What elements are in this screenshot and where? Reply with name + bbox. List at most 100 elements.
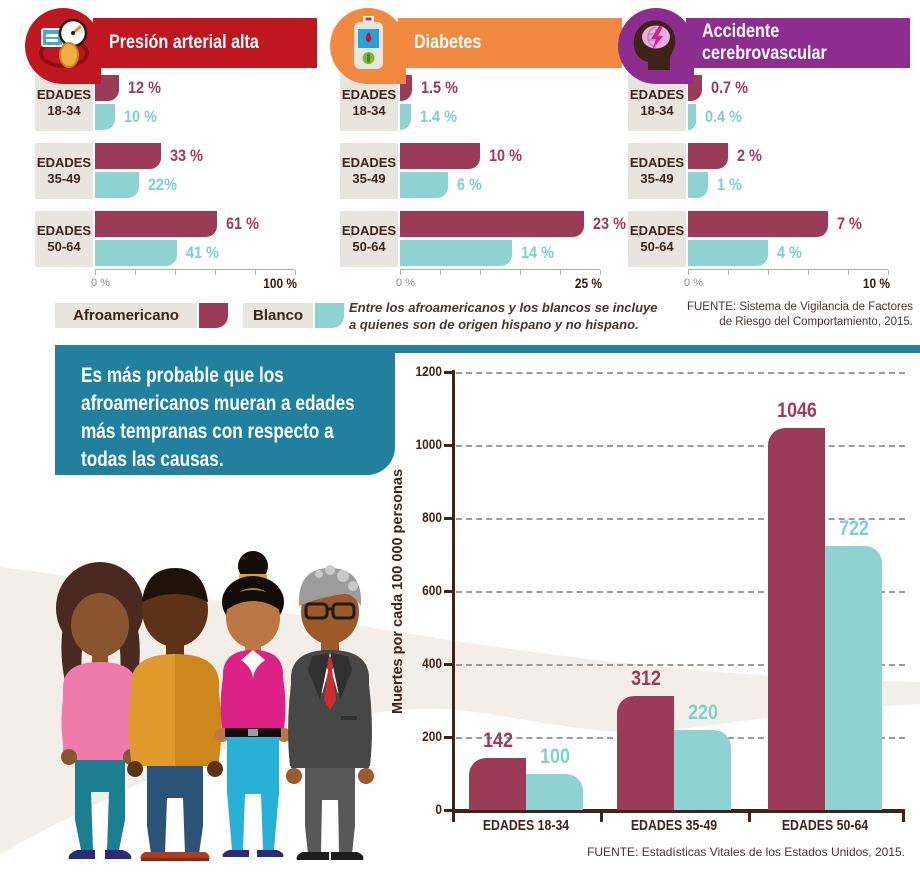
bar-pair: 2 % 1 % — [688, 143, 910, 199]
source-top: FUENTE: Sistema de Vigilancia de Factore… — [653, 300, 913, 330]
panel-x-axis: 0 % 25 % — [396, 269, 602, 294]
bar-pair: 7 % 4 % — [688, 211, 910, 267]
afroamericano-value: 23 % — [593, 214, 626, 233]
y-axis-line — [452, 370, 455, 812]
people-illustration — [56, 551, 374, 861]
source-line: FUENTE: Sistema de Vigilancia de Factore… — [686, 301, 913, 313]
afroamericano-bar — [469, 758, 526, 810]
gridline — [456, 518, 905, 520]
source-line: de Riesgo del Comportamiento, 2015. — [719, 316, 913, 328]
y-tick-label: 1000 — [415, 436, 442, 452]
legend-swatch-blanco — [315, 303, 344, 328]
bar-pair: 10 % 6 % — [400, 143, 622, 199]
blanco-value: 22% — [148, 175, 177, 194]
age-label-line: EDADES — [36, 87, 92, 102]
age-label-line: 50-64 — [640, 239, 674, 254]
age-group-row: EDADES 18-34 1.5 % 1.4 % — [330, 75, 622, 131]
blanco-value: 722 — [839, 517, 869, 541]
afroamericano-bar — [688, 211, 828, 237]
blanco-bar — [674, 729, 731, 810]
blanco-bar — [688, 240, 768, 266]
legend-label-blanco: Blanco — [243, 303, 313, 328]
note-line: Entre los afroamericanos y los blancos s… — [349, 300, 658, 315]
afroamericano-value: 10 % — [489, 146, 522, 165]
panel-title: Presión arterial alta — [109, 32, 259, 53]
age-label-line: EDADES — [341, 87, 397, 102]
age-label-line: EDADES — [36, 155, 92, 170]
axis-min-label: 0 % — [396, 277, 415, 289]
afroamericano-value: 0.7 % — [711, 78, 748, 97]
blanco-value: 6 % — [457, 175, 482, 194]
blanco-value: 41 % — [186, 243, 219, 262]
panel-bars: EDADES 18-34 0.7 % 0.4 % EDADES 35-49 2 % 1 % ED… — [618, 75, 910, 267]
panel-title-bar: Presión arterial alta — [93, 18, 317, 68]
age-group-label: EDADES 50-64 — [340, 211, 398, 267]
y-tick-label: 600 — [422, 582, 442, 598]
blanco-value: 100 — [540, 744, 570, 768]
y-axis-tick — [444, 736, 452, 739]
afroamericano-value: 2 % — [737, 146, 762, 165]
afroamericano-value: 142 — [483, 729, 513, 753]
age-group-row: EDADES 18-34 12 % 10 % — [25, 75, 317, 131]
axis-tick — [95, 270, 96, 275]
age-group-label: EDADES 50-64 — [35, 211, 93, 267]
afroamericano-bar — [617, 696, 674, 810]
blanco-value: 0.4 % — [705, 107, 742, 126]
age-label-line: 18-34 — [640, 103, 674, 118]
panel-title: Diabetes — [414, 32, 482, 53]
y-tick-label: 200 — [422, 728, 442, 744]
wave-background — [0, 567, 920, 854]
x-axis-tick — [452, 809, 455, 822]
blanco-bar — [688, 172, 708, 198]
age-group-label: EDADES 35-49 — [340, 143, 398, 199]
category-label: EDADES 35-49 — [630, 818, 718, 834]
blanco-value: 4 % — [777, 243, 802, 262]
age-group-row: EDADES 18-34 0.7 % 0.4 % — [618, 75, 910, 131]
age-group-label: EDADES 18-34 — [628, 75, 686, 131]
y-axis-tick — [444, 663, 452, 666]
age-group-row: EDADES 50-64 61 % 41 % — [25, 211, 317, 267]
age-group-label: EDADES 18-34 — [35, 75, 93, 131]
age-group-label: EDADES 35-49 — [628, 143, 686, 199]
afroamericano-bar — [400, 211, 584, 237]
afroamericano-value: 312 — [631, 667, 661, 691]
age-group-row: EDADES 50-64 7 % 4 % — [618, 211, 910, 267]
blanco-bar — [526, 773, 583, 810]
blood-pressure-monitor-icon — [25, 8, 101, 84]
axis-tick — [135, 270, 136, 275]
axis-tick — [480, 270, 481, 275]
panel-x-axis: 0 % 100 % — [91, 269, 297, 294]
axis-max-label: 100 % — [263, 275, 297, 291]
blanco-bar — [400, 172, 448, 198]
blanco-value: 10 % — [124, 107, 157, 126]
y-tick-label: 0 — [435, 801, 442, 817]
blanco-bar — [95, 240, 177, 266]
y-tick-label: 400 — [422, 655, 442, 671]
age-label-line: 50-64 — [352, 239, 386, 254]
age-label-line: 18-34 — [47, 103, 81, 118]
blanco-bar — [400, 104, 412, 130]
panel-bars: EDADES 18-34 12 % 10 % EDADES 35-49 33 % 22% EDA… — [25, 75, 317, 267]
afroamericano-value: 1046 — [777, 399, 817, 423]
glucose-meter-icon — [330, 8, 406, 84]
age-label-line: EDADES — [629, 223, 685, 238]
axis-tick — [175, 270, 176, 275]
blanco-bar — [400, 240, 512, 266]
axis-tick — [255, 270, 256, 275]
bar-pair: 23 % 14 % — [400, 211, 626, 267]
age-group-label: EDADES 35-49 — [35, 143, 93, 199]
y-axis-tick — [444, 371, 452, 374]
axis-tick — [440, 270, 441, 275]
legend-text: Blanco — [252, 307, 303, 324]
callout-box: Es más probable que los afroamericanos m… — [55, 345, 395, 475]
gridline — [456, 591, 905, 593]
age-label-line: 50-64 — [47, 239, 81, 254]
gridline — [456, 445, 905, 447]
afroamericano-bar — [688, 143, 728, 169]
age-group-label: EDADES 50-64 — [628, 211, 686, 267]
age-label-line: EDADES — [36, 223, 92, 238]
axis-tick — [400, 270, 401, 275]
blanco-value: 1.4 % — [420, 107, 458, 126]
